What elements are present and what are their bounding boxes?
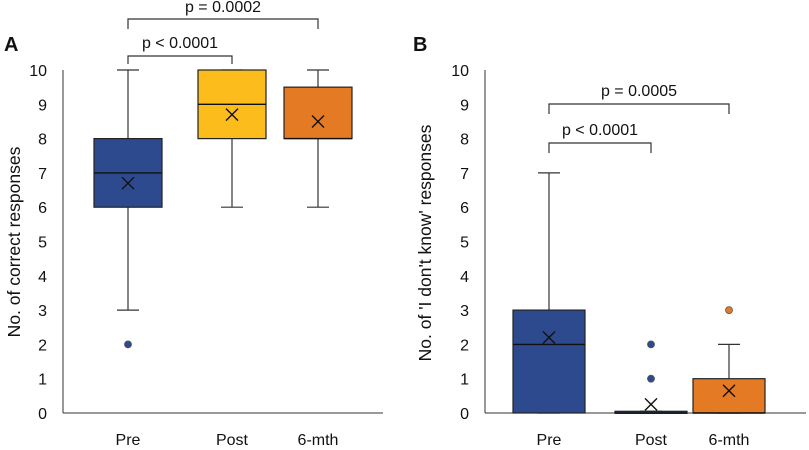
panel-label: A	[4, 34, 18, 56]
y-tick-label: 5	[38, 235, 47, 252]
y-tick-label: 8	[460, 132, 469, 149]
box-pre	[93, 69, 163, 349]
p-value-label: p = 0.0005	[601, 83, 677, 100]
y-tick-label: 6	[460, 200, 469, 217]
box-post	[197, 69, 267, 208]
significance-bracket: p < 0.0001	[548, 122, 652, 153]
outlier-point	[124, 340, 132, 349]
outlier-point	[647, 374, 655, 383]
bracket-line	[548, 103, 730, 114]
y-axis-label: No. of 'I don't know' responses	[415, 124, 435, 361]
box-body	[512, 309, 586, 414]
y-tick-label: 7	[38, 166, 47, 183]
significance-bracket: p < 0.0001	[127, 35, 233, 64]
x-tick-label: 6-mth	[709, 432, 750, 449]
panel-label: B	[413, 34, 427, 56]
y-tick-label: 7	[460, 166, 469, 183]
p-value-label: p < 0.0001	[562, 122, 638, 139]
box-post	[614, 340, 688, 414]
p-value-label: p < 0.0001	[142, 35, 218, 52]
y-tick-label: 2	[460, 337, 469, 354]
bracket-line	[127, 55, 233, 64]
significance-bracket: p = 0.0005	[548, 83, 730, 114]
mean-marker	[722, 384, 736, 398]
y-tick-label: 5	[460, 235, 469, 252]
y-tick-label: 10	[451, 63, 469, 80]
mean-marker	[644, 397, 658, 411]
y-tick-label: 1	[38, 372, 47, 389]
y-tick-label: 4	[460, 269, 469, 286]
x-tick-label: Post	[635, 432, 668, 449]
bracket-line	[548, 142, 652, 153]
panel-b: B No. of 'I don't know' responses 0 1 2 3 4 5…	[413, 34, 806, 449]
x-tick-label: Pre	[116, 432, 141, 449]
y-tick-label: 9	[38, 97, 47, 114]
box-pre	[512, 172, 586, 414]
box-body	[692, 378, 766, 414]
x-tick-label: 6-mth	[298, 432, 339, 449]
outlier-point	[647, 340, 655, 349]
y-tick-label: 9	[460, 97, 469, 114]
y-tick-label: 6	[38, 200, 47, 217]
mean-marker	[542, 331, 556, 345]
y-tick-label: 3	[460, 303, 469, 320]
bracket-line	[127, 18, 319, 29]
x-tick-label: Post	[216, 432, 249, 449]
outlier-point	[725, 306, 733, 315]
box-6-mth	[283, 69, 353, 208]
box-6-mth	[692, 306, 766, 414]
x-tick-label: Pre	[537, 432, 562, 449]
y-tick-label: 10	[29, 63, 47, 80]
y-tick-label: 8	[38, 132, 47, 149]
y-tick-label: 3	[38, 303, 47, 320]
y-tick-label: 1	[460, 372, 469, 389]
significance-bracket: p = 0.0002	[127, 0, 319, 29]
panel-a: A No. of correct responses 0 1 2 3 4 5 6 7 8 9 10 P…	[4, 0, 383, 449]
mean-marker	[311, 114, 325, 128]
y-tick-label: 0	[460, 406, 469, 423]
box-body	[283, 86, 353, 140]
mean-marker	[225, 108, 239, 122]
y-tick-label: 2	[38, 337, 47, 354]
p-value-label: p = 0.0002	[185, 0, 261, 16]
y-tick-label: 0	[38, 406, 47, 423]
mean-marker	[121, 176, 135, 190]
y-axis-label: No. of correct responses	[4, 146, 24, 337]
y-tick-label: 4	[38, 269, 47, 286]
